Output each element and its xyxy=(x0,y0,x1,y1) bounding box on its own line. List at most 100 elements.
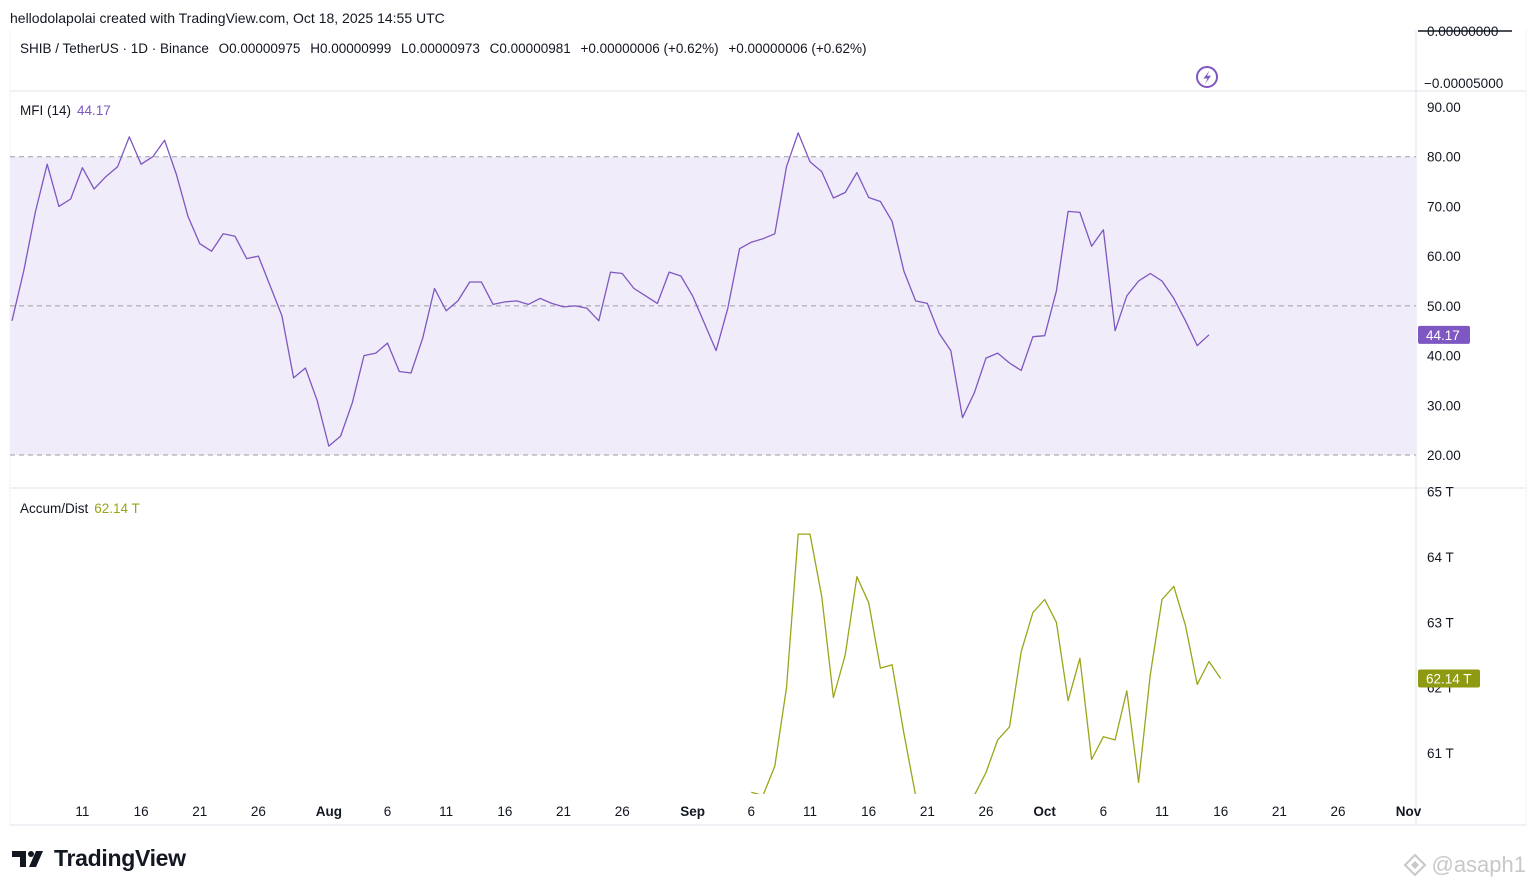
mfi-data-point[interactable] xyxy=(57,204,61,208)
mfi-data-point[interactable] xyxy=(385,341,389,345)
mfi-data-point[interactable] xyxy=(1183,319,1187,323)
mfi-data-point[interactable] xyxy=(467,280,471,284)
ad-data-point[interactable] xyxy=(996,738,1000,742)
ad-data-point[interactable] xyxy=(1207,659,1211,663)
ad-data-point[interactable] xyxy=(1183,623,1187,627)
mfi-data-point[interactable] xyxy=(972,391,976,395)
mfi-data-point[interactable] xyxy=(855,170,859,174)
mfi-data-point[interactable] xyxy=(1125,294,1129,298)
mfi-data-point[interactable] xyxy=(866,195,870,199)
mfi-data-point[interactable] xyxy=(503,300,507,304)
mfi-data-point[interactable] xyxy=(174,172,178,176)
mfi-data-point[interactable] xyxy=(491,302,495,306)
mfi-data-point[interactable] xyxy=(561,305,565,309)
ad-data-point[interactable] xyxy=(761,792,765,796)
ad-data-point[interactable] xyxy=(749,790,753,794)
mfi-data-point[interactable] xyxy=(632,286,636,290)
mfi-data-point[interactable] xyxy=(1054,289,1058,293)
mfi-data-point[interactable] xyxy=(878,199,882,203)
mfi-data-point[interactable] xyxy=(303,366,307,370)
mfi-data-point[interactable] xyxy=(784,164,788,168)
mfi-data-point[interactable] xyxy=(714,348,718,352)
mfi-data-point[interactable] xyxy=(80,165,84,169)
mfi-data-point[interactable] xyxy=(820,169,824,173)
mfi-data-point[interactable] xyxy=(186,214,190,218)
ad-data-point[interactable] xyxy=(890,663,894,667)
ad-data-point[interactable] xyxy=(1019,650,1023,654)
ad-data-point[interactable] xyxy=(984,770,988,774)
mfi-data-point[interactable] xyxy=(726,306,730,310)
mfi-data-point[interactable] xyxy=(514,299,518,303)
mfi-data-point[interactable] xyxy=(1089,244,1093,248)
ad-data-point[interactable] xyxy=(1113,738,1117,742)
ad-data-point[interactable] xyxy=(855,574,859,578)
ad-series-line[interactable] xyxy=(751,533,916,795)
mfi-data-point[interactable] xyxy=(315,398,319,402)
mfi-data-point[interactable] xyxy=(1148,271,1152,275)
mfi-data-point[interactable] xyxy=(127,135,131,139)
mfi-data-point[interactable] xyxy=(45,162,49,166)
mfi-data-point[interactable] xyxy=(796,131,800,135)
mfi-data-point[interactable] xyxy=(327,444,331,448)
mfi-data-point[interactable] xyxy=(198,242,202,246)
mfi-data-point[interactable] xyxy=(831,196,835,200)
mfi-data-point[interactable] xyxy=(996,351,1000,355)
ad-data-point[interactable] xyxy=(878,666,882,670)
time-axis[interactable]: 11 16 21 26 Aug 6 11 16 21 26 Sep 6 11 16 21 26 Oct 6 11 16… xyxy=(75,804,1421,819)
mfi-data-point[interactable] xyxy=(139,162,143,166)
ad-data-point[interactable] xyxy=(808,532,812,536)
ad-data-point[interactable] xyxy=(1125,689,1129,693)
mfi-data-point[interactable] xyxy=(597,319,601,323)
ad-data-point[interactable] xyxy=(1042,597,1046,601)
mfi-data-point[interactable] xyxy=(209,249,213,253)
mfi-data-point[interactable] xyxy=(550,301,554,305)
ad-data-point[interactable] xyxy=(784,685,788,689)
ad-data-point[interactable] xyxy=(773,764,777,768)
mfi-data-point[interactable] xyxy=(702,321,706,325)
mfi-data-point[interactable] xyxy=(409,371,413,375)
mfi-data-point[interactable] xyxy=(902,269,906,273)
mfi-data-point[interactable] xyxy=(984,356,988,360)
ad-data-point[interactable] xyxy=(1089,757,1093,761)
ad-data-point[interactable] xyxy=(820,594,824,598)
mfi-data-point[interactable] xyxy=(667,270,671,274)
mfi-data-point[interactable] xyxy=(620,271,624,275)
mfi-data-point[interactable] xyxy=(1207,333,1211,337)
mfi-data-point[interactable] xyxy=(538,296,542,300)
mfi-data-point[interactable] xyxy=(808,159,812,163)
mfi-data-point[interactable] xyxy=(655,301,659,305)
lightning-icon[interactable] xyxy=(1196,66,1218,88)
tradingview-logo[interactable]: TradingView xyxy=(12,845,186,872)
ad-data-point[interactable] xyxy=(843,653,847,657)
mfi-data-point[interactable] xyxy=(690,294,694,298)
ad-data-point[interactable] xyxy=(1219,676,1223,680)
mfi-data-point[interactable] xyxy=(1007,361,1011,365)
mfi-data-point[interactable] xyxy=(362,353,366,357)
mfi-data-point[interactable] xyxy=(1031,334,1035,338)
mfi-data-point[interactable] xyxy=(444,309,448,313)
mfi-data-point[interactable] xyxy=(268,284,272,288)
mfi-data-point[interactable] xyxy=(843,190,847,194)
mfi-data-point[interactable] xyxy=(1195,343,1199,347)
mfi-data-point[interactable] xyxy=(1042,333,1046,337)
mfi-data-point[interactable] xyxy=(913,299,917,303)
ad-data-point[interactable] xyxy=(1078,656,1082,660)
mfi-data-point[interactable] xyxy=(479,280,483,284)
ad-data-point[interactable] xyxy=(831,695,835,699)
ad-data-point[interactable] xyxy=(972,792,976,796)
ad-data-point[interactable] xyxy=(913,792,917,796)
mfi-data-point[interactable] xyxy=(432,286,436,290)
ad-series-line[interactable] xyxy=(974,585,1222,795)
ad-data-point[interactable] xyxy=(1031,610,1035,614)
ad-data-point[interactable] xyxy=(1101,734,1105,738)
mfi-data-point[interactable] xyxy=(456,299,460,303)
mfi-data-point[interactable] xyxy=(1160,279,1164,283)
mfi-legend[interactable]: MFI (14) 44.17 xyxy=(20,103,111,118)
mfi-data-point[interactable] xyxy=(280,314,284,318)
mfi-data-point[interactable] xyxy=(1019,368,1023,372)
mfi-data-point[interactable] xyxy=(585,306,589,310)
mfi-data-point[interactable] xyxy=(890,219,894,223)
mfi-data-point[interactable] xyxy=(925,301,929,305)
accum-dist-pane[interactable]: 65 T64 T63 T62 T61 T62.14 T xyxy=(749,485,1480,797)
